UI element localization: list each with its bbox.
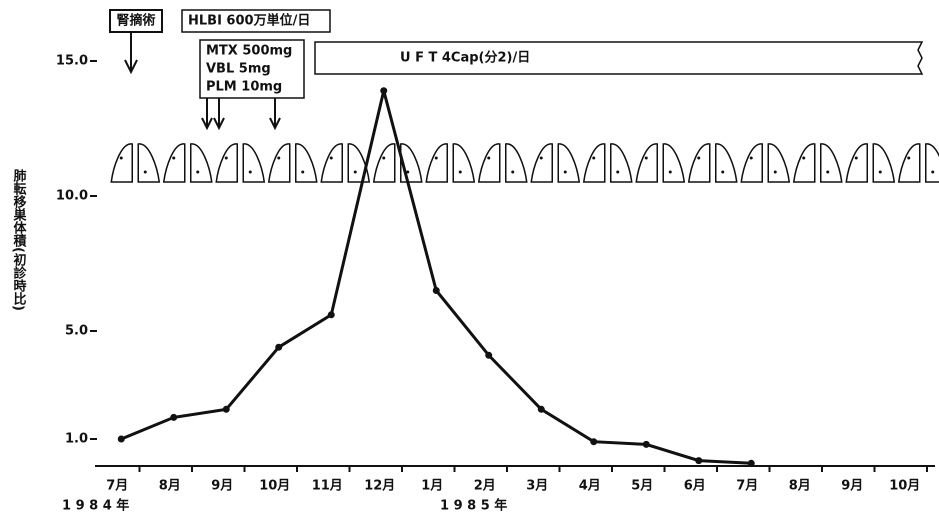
annotation-box <box>181 9 331 33</box>
lung-dot <box>644 156 648 160</box>
x-tick-label: 9月 <box>211 479 233 494</box>
point <box>432 287 440 294</box>
x-tick-label: 4月 <box>579 479 601 494</box>
x-tick-label: 10月 <box>889 479 920 494</box>
x-tick-label: 7月 <box>106 479 128 494</box>
y-tick-label: 10.0 <box>56 189 88 204</box>
lung-dot <box>353 170 357 174</box>
lung-icon <box>740 143 791 183</box>
annotation-box <box>199 39 305 99</box>
lung-dot <box>854 156 858 160</box>
point <box>537 405 545 413</box>
lung-dot <box>616 170 620 174</box>
lung-dot <box>224 156 228 160</box>
x-tick-label: 11月 <box>312 479 343 494</box>
lung-dot <box>143 170 147 174</box>
y-tick-label: 5.0 <box>65 324 88 339</box>
arrows <box>201 98 281 131</box>
lung-dot <box>434 156 438 160</box>
lung-icon <box>530 143 581 183</box>
point <box>327 311 335 319</box>
lung-dot <box>668 170 672 174</box>
annotation: 腎摘術 <box>116 13 155 29</box>
lung-dot <box>511 170 515 174</box>
lung-icon <box>267 143 318 183</box>
point <box>485 351 493 359</box>
lung-icon <box>792 143 843 183</box>
point <box>222 405 230 413</box>
point <box>380 87 388 95</box>
x-tick-label: 8月 <box>159 479 181 494</box>
lung-icon <box>110 143 161 183</box>
lung-dot <box>878 170 882 174</box>
lung-dot <box>592 156 596 160</box>
x-tick-label: 3月 <box>526 479 548 494</box>
lung-dot <box>487 156 491 160</box>
lung-dot <box>406 170 410 174</box>
lung-icon <box>845 143 896 183</box>
annotation: HLBI 600万単位/日 <box>188 13 310 29</box>
lung-icon <box>635 143 686 183</box>
y-tick-label: 15.0 <box>56 54 88 69</box>
x-tick-label: 2月 <box>474 479 496 494</box>
lung-icon <box>687 143 738 183</box>
lung-dot <box>907 156 911 160</box>
point <box>747 459 755 467</box>
x-tick-label: 8月 <box>789 479 811 494</box>
lung-dot <box>749 156 753 160</box>
lung-icon <box>372 143 423 183</box>
year-label: 1 9 8 4 年 <box>62 498 129 514</box>
annotation: PLM 10mg <box>206 80 282 95</box>
lung-icon <box>215 143 266 183</box>
point <box>590 438 598 446</box>
annotation: MTX 500mg <box>206 44 292 59</box>
x-tick-label: 6月 <box>684 479 706 494</box>
lung-dot <box>329 156 333 160</box>
lung-dot <box>277 156 281 160</box>
lung-icon <box>320 143 371 183</box>
x-tick-label: 12月 <box>364 479 395 494</box>
point <box>170 413 178 421</box>
lung-dot <box>248 170 252 174</box>
arrow-head <box>124 59 138 75</box>
lung-dot <box>119 156 123 160</box>
lung-dot <box>301 170 305 174</box>
x-tick-label: 7月 <box>736 479 758 494</box>
point <box>695 457 703 465</box>
year-label: 1 9 8 5 年 <box>440 498 507 514</box>
annotation-box <box>314 41 924 75</box>
y-tick-label: 1.0 <box>65 432 88 447</box>
lung-dot <box>697 156 701 160</box>
annotation: VBL 5mg <box>206 62 271 77</box>
lung-icon <box>897 143 939 183</box>
point <box>275 343 283 351</box>
lung-icon <box>425 143 476 183</box>
lung-dot <box>563 170 567 174</box>
lung-dot <box>196 170 200 174</box>
y-axis-label: 肺転移巣体積(初診時比) <box>11 168 28 310</box>
x-tick-label: 9月 <box>841 479 863 494</box>
lung-icon <box>582 143 633 183</box>
lung-icon <box>477 143 528 183</box>
lung-dot <box>826 170 830 174</box>
x-tick-label: 5月 <box>631 479 653 494</box>
lung-icon <box>162 143 213 183</box>
point <box>642 440 650 448</box>
annotation: U F T 4Cap(分2)/日 <box>400 50 530 66</box>
x-tick-label: 10月 <box>259 479 290 494</box>
lung-dot <box>458 170 462 174</box>
lung-dot <box>773 170 777 174</box>
lung-dot <box>721 170 725 174</box>
x-tick-label: 1月 <box>421 479 443 494</box>
lung-dot <box>931 170 935 174</box>
lung-dot <box>802 156 806 160</box>
lung-dot <box>172 156 176 160</box>
lung-dot <box>539 156 543 160</box>
annotation-box <box>109 9 163 33</box>
lung-dot <box>382 156 386 160</box>
point <box>117 435 125 443</box>
